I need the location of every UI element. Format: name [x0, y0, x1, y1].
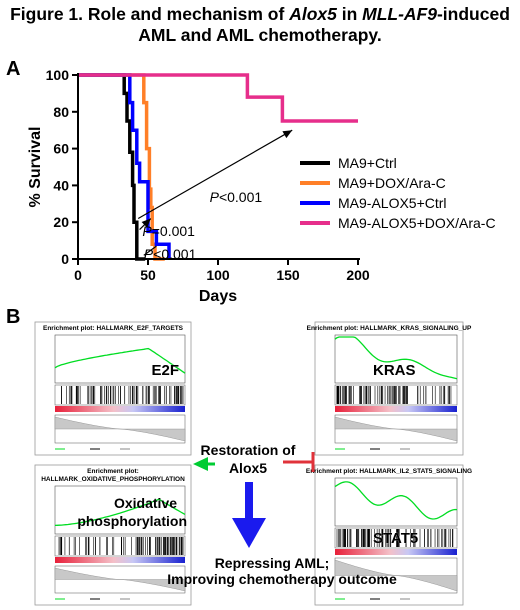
gsea-label: E2F [151, 362, 179, 379]
series-line-1 [78, 73, 165, 261]
title-part-1: Figure 1. Role and mechanism of [10, 4, 290, 24]
blue-arrow-head [232, 518, 266, 548]
y-tick-label: 60 [53, 141, 69, 157]
annotation-arrow-3 [143, 245, 157, 256]
ranking-gradient [335, 549, 457, 555]
gsea-label-2: phosphorylation [77, 513, 187, 529]
green-arrow-head [193, 457, 208, 471]
gsea-label: KRAS [373, 362, 416, 379]
legend-label-3: MA9-ALOX5+DOX/Ara-C [338, 215, 496, 231]
gsea-plot-title: Enrichment plot: [87, 468, 139, 475]
gsea-label: STAT5 [373, 530, 418, 547]
hits-area [54, 535, 186, 557]
x-axis-label: Days [199, 288, 237, 305]
x-tick-label: 50 [140, 267, 156, 283]
bottom-text-line-2: Improving chemotherapy outcome [167, 571, 397, 587]
hits-area [54, 384, 186, 406]
y-tick-label: 100 [46, 67, 70, 83]
title-gene-alox5: Alox5 [289, 4, 337, 24]
es-plot-area [334, 334, 458, 384]
center-text-line-2: Alox5 [229, 460, 267, 476]
gsea-plot-title: Enrichment plot: HALLMARK_KRAS_SIGNALING… [307, 325, 472, 332]
center-text-line-1: Restoration of [201, 442, 296, 458]
panel-a-label: A [6, 58, 21, 80]
hits-area [334, 384, 458, 406]
ranked-metric-fill [54, 567, 186, 592]
bottom-text-line-1: Repressing AML; [215, 555, 330, 571]
arrow-head-1 [282, 130, 293, 139]
y-tick-label: 40 [53, 177, 69, 193]
es-plot-area [54, 485, 186, 535]
x-tick-label: 200 [346, 267, 370, 283]
blue-arrow-shaft [245, 482, 253, 522]
annotation-p-1: P<0.001 [210, 189, 263, 205]
es-curve [54, 498, 186, 527]
es-curve [334, 336, 458, 380]
ranking-gradient [55, 557, 185, 563]
ranked-metric-fill [334, 559, 458, 592]
title-part-3: in [336, 4, 363, 24]
title-line-2: AML and AML chemotherapy. [138, 25, 382, 45]
gsea-plot-kras: Enrichment plot: HALLMARK_KRAS_SIGNALING… [307, 321, 472, 456]
gsea-plot-title: Enrichment plot: HALLMARK_E2F_TARGETS [43, 325, 184, 332]
ranked-metric-fill [334, 416, 458, 442]
figure-title: Figure 1. Role and mechanism of Alox5 in… [0, 4, 520, 46]
y-axis-label: % Survival [27, 127, 44, 208]
y-tick-label: 0 [61, 251, 69, 267]
gsea-plot-title: Enrichment plot: HALLMARK_IL2_STAT5_SIGN… [306, 468, 472, 475]
title-part-5: -induced [436, 4, 510, 24]
title-gene-mllaf9: MLL-AF9 [362, 4, 437, 24]
y-tick-label: 80 [53, 104, 69, 120]
x-tick-label: 150 [276, 267, 300, 283]
gsea-plot-title-2: HALLMARK_OXIDATIVE_PHOSPHORYLATION [41, 476, 185, 483]
gsea-label: Oxidative [114, 495, 177, 511]
ranking-gradient [335, 406, 457, 412]
gsea-plot-oxphos: Enrichment plot:HALLMARK_OXIDATIVE_PHOSP… [34, 464, 192, 606]
y-tick-label: 20 [53, 214, 69, 230]
es-curve [54, 347, 186, 374]
x-tick-label: 100 [206, 267, 230, 283]
series-line-3 [78, 73, 358, 123]
panel-b-label: B [6, 306, 21, 328]
arrow-head-2 [141, 218, 151, 228]
x-tick-label: 0 [74, 267, 82, 283]
annotation-p-3: P<0.001 [144, 246, 197, 262]
legend-label-2: MA9-ALOX5+Ctrl [338, 195, 447, 211]
gsea-plot-stat5: Enrichment plot: HALLMARK_IL2_STAT5_SIGN… [306, 464, 472, 606]
annotation-arrow-1 [137, 129, 293, 220]
ranked-metric-fill [54, 416, 186, 442]
legend-label-1: MA9+DOX/Ara-C [338, 175, 446, 191]
es-curve [334, 481, 458, 520]
ranking-gradient [55, 406, 185, 412]
annotation-p-2: P=0.001 [142, 223, 195, 239]
series-line-2 [78, 73, 171, 259]
legend-label-0: MA9+Ctrl [338, 155, 397, 171]
series-line-0 [78, 73, 146, 261]
gsea-plot-e2f: Enrichment plot: HALLMARK_E2F_TARGETS E2F [34, 321, 192, 456]
